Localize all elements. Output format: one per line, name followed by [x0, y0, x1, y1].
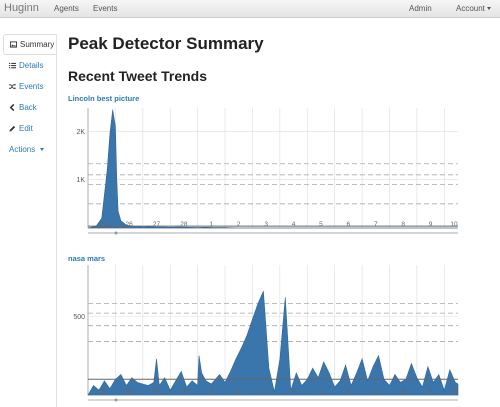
tweet-trend-chart: 2K 1K 25 26 27 28 1 2 3 4 5 6 7 8 9 10	[76, 108, 458, 235]
x-tick-label: 10	[450, 388, 458, 395]
x-tick-label: 5	[319, 388, 323, 395]
top-navbar: Huginn Agents Events Admin Account	[0, 0, 500, 18]
picture-icon	[10, 41, 17, 48]
y-tick-label: 1K	[76, 177, 85, 184]
series-area	[87, 290, 459, 396]
x-tick-label: 2	[237, 388, 241, 395]
tweet-trend-chart: 500 25 26 27 28 1 2 3 4 5 6 7 8 9 10	[73, 265, 459, 402]
sidebar-item-label: Summary	[20, 40, 55, 49]
page-title: Peak Detector Summary	[68, 34, 264, 53]
nav-account-dropdown[interactable]: Account	[456, 4, 491, 13]
nav-agents-link[interactable]: Agents	[54, 4, 79, 13]
x-tick-label: 8	[401, 388, 405, 395]
y-tick-label: 500	[73, 314, 85, 321]
x-tick-label: 5	[319, 221, 323, 228]
chart-title-link[interactable]: nasa mars	[68, 254, 106, 263]
x-tick-label: 7	[374, 388, 378, 395]
x-tick-label: 25	[98, 221, 106, 228]
nav-events-link[interactable]: Events	[93, 4, 118, 13]
range-slider-handle	[114, 231, 118, 235]
x-tick-label: 9	[429, 221, 433, 228]
x-tick-label: 28	[180, 221, 188, 228]
x-tick-label: 27	[153, 388, 161, 395]
random-icon	[9, 83, 16, 90]
caret-down-icon	[486, 7, 491, 10]
x-tick-label: 7	[374, 221, 378, 228]
sidebar-item-back[interactable]: Back	[3, 97, 57, 118]
x-tick-label: 3	[264, 388, 268, 395]
sidebar-item-actions[interactable]: Actions	[3, 139, 57, 160]
x-tick-label: 1	[210, 388, 214, 395]
x-tick-label: 26	[125, 388, 133, 395]
x-tick-label: 25	[98, 388, 106, 395]
chevron-left-icon	[9, 104, 15, 111]
list-icon	[9, 62, 16, 69]
sidebar-item-details[interactable]: Details	[3, 55, 57, 76]
x-tick-label: 2	[237, 221, 241, 228]
caret-down-icon	[40, 148, 45, 151]
x-tick-label: 1	[210, 221, 214, 228]
x-tick-label: 27	[153, 221, 161, 228]
sidebar-divider	[56, 34, 57, 407]
x-tick-label: 26	[125, 221, 133, 228]
x-tick-label: 28	[180, 388, 188, 395]
section-title: Recent Tweet Trends	[68, 68, 208, 84]
agent-sidebar: Summary Details Events Back Edit Actions	[3, 34, 57, 160]
nav-account-label: Account	[456, 4, 485, 13]
sidebar-item-label: Events	[19, 82, 44, 91]
sidebar-item-summary[interactable]: Summary	[3, 34, 57, 55]
nav-admin-link[interactable]: Admin	[409, 4, 432, 13]
range-slider-handle	[114, 398, 118, 402]
sidebar-item-label: Edit	[19, 124, 33, 133]
brand-logo[interactable]: Huginn	[4, 2, 39, 14]
chart-title-link[interactable]: Lincoln best picture	[68, 94, 140, 103]
x-tick-label: 6	[347, 221, 351, 228]
x-tick-label: 10	[450, 221, 458, 228]
sidebar-item-label: Details	[19, 61, 44, 70]
x-tick-label: 9	[429, 388, 433, 395]
x-tick-label: 3	[264, 221, 268, 228]
x-tick-label: 4	[292, 221, 296, 228]
pencil-icon	[9, 125, 16, 132]
sidebar-item-edit[interactable]: Edit	[3, 118, 57, 139]
sidebar-item-label: Back	[19, 103, 37, 112]
sidebar-item-events[interactable]: Events	[3, 76, 57, 97]
x-tick-label: 8	[401, 221, 405, 228]
x-tick-label: 6	[347, 388, 351, 395]
x-tick-label: 4	[292, 388, 296, 395]
series-area	[87, 109, 458, 229]
sidebar-item-label: Actions	[9, 145, 36, 154]
y-tick-label: 2K	[76, 129, 85, 136]
